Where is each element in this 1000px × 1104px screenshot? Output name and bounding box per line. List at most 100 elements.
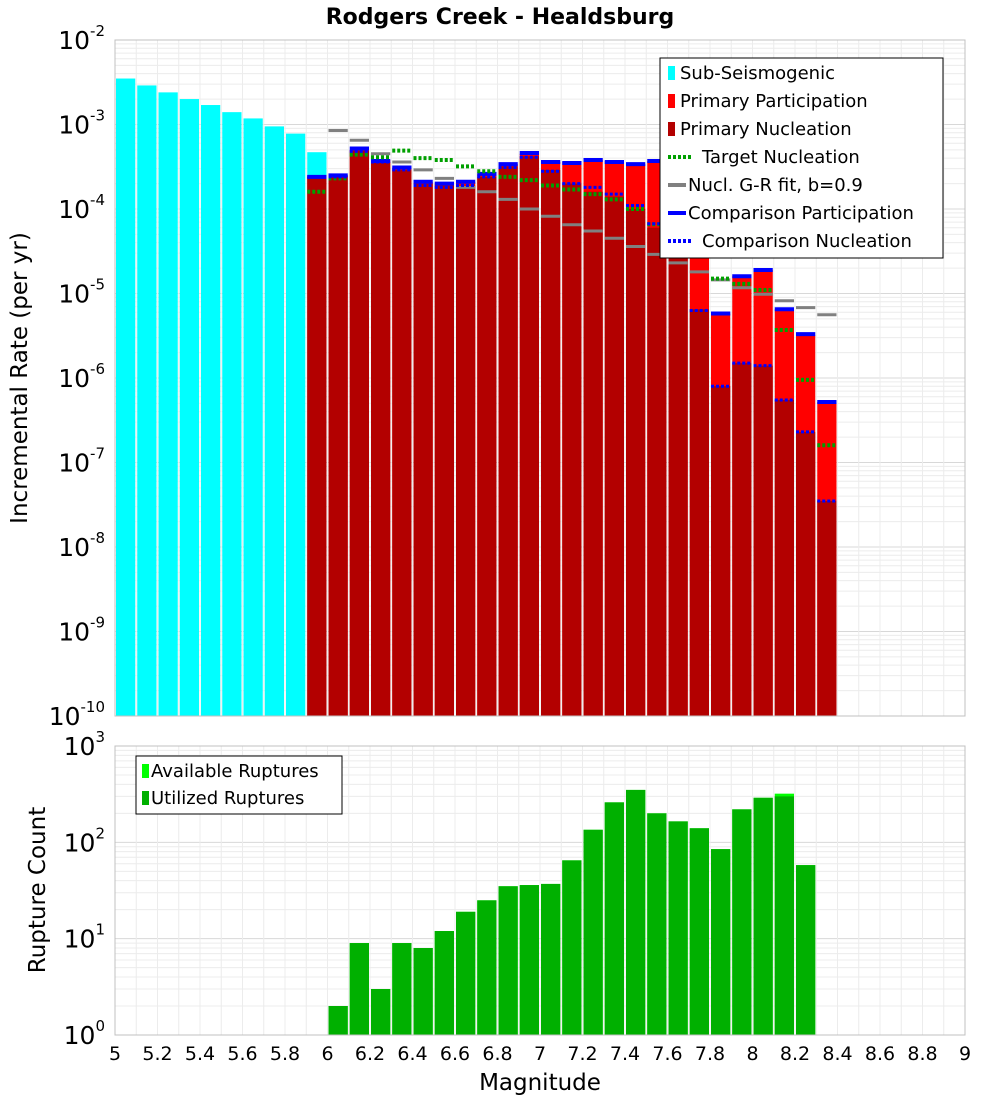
sub-seismogenic-bar bbox=[116, 78, 136, 717]
x-tick-label: 5 bbox=[109, 1043, 121, 1065]
top-y-tick-label: 10-7 bbox=[58, 445, 105, 478]
sub-seismogenic-bar bbox=[222, 112, 242, 717]
sub-seismogenic-bar bbox=[264, 126, 284, 717]
primary-nucleation-bar bbox=[774, 399, 794, 716]
comparison-nucleation-segments bbox=[307, 149, 837, 503]
x-tick-label: 5.2 bbox=[142, 1043, 172, 1065]
primary-nucleation-bar bbox=[392, 169, 412, 716]
bottom-legend-label: Utilized Ruptures bbox=[151, 788, 304, 809]
top-y-tick-label: 10-9 bbox=[58, 614, 105, 647]
primary-nucleation-bar bbox=[583, 191, 603, 717]
primary-nucleation-bar bbox=[371, 161, 391, 716]
gr-fit-segments bbox=[328, 128, 837, 317]
top-legend-label: Primary Participation bbox=[680, 91, 868, 112]
primary-nucleation-bar bbox=[456, 185, 476, 717]
primary-nucleation-bar bbox=[519, 156, 539, 716]
x-tick-label: 6.8 bbox=[482, 1043, 512, 1065]
primary-nucleation-bar bbox=[498, 166, 518, 716]
utilized-rupture-bar bbox=[456, 911, 476, 1035]
top-y-tick-label: 10-5 bbox=[58, 276, 105, 309]
x-tick-label: 8.8 bbox=[907, 1043, 937, 1065]
primary-nucleation-bar bbox=[434, 185, 454, 717]
utilized-rupture-bar bbox=[689, 828, 709, 1035]
primary-nucleation-bar bbox=[796, 431, 816, 716]
utilized-rupture-bar bbox=[647, 813, 667, 1035]
utilized-rupture-bar bbox=[519, 885, 539, 1035]
primary-nucleation-bar bbox=[307, 176, 327, 717]
primary-nucleation-bar bbox=[647, 227, 667, 716]
x-tick-label: 8.2 bbox=[780, 1043, 810, 1065]
utilized-rupture-bar bbox=[477, 900, 497, 1035]
legend-swatch-sub-seismogenic bbox=[668, 66, 675, 80]
utilized-rupture-bar bbox=[774, 796, 794, 1035]
primary-nucleation-bar bbox=[626, 209, 646, 716]
primary-nucleation-bar bbox=[562, 183, 582, 716]
sub-seismogenic-bar bbox=[201, 105, 221, 716]
primary-nucleation-bar bbox=[413, 183, 433, 716]
chart-title: Rodgers Creek - Healdsburg bbox=[326, 5, 675, 30]
legend-swatch-available bbox=[142, 764, 149, 778]
top-legend-label: Comparison Nucleation bbox=[702, 231, 912, 252]
sub-seismogenic-bar bbox=[243, 118, 263, 717]
primary-nucleation-bar bbox=[817, 501, 837, 716]
utilized-rupture-bar bbox=[371, 989, 391, 1035]
utilized-rupture-bar bbox=[562, 860, 582, 1035]
primary-nucleation-bar bbox=[328, 175, 348, 716]
x-tick-label: 5.8 bbox=[270, 1043, 300, 1065]
top-legend-label: Comparison Participation bbox=[688, 203, 914, 224]
utilized-rupture-bar bbox=[583, 829, 603, 1035]
x-tick-label: 5.4 bbox=[185, 1043, 215, 1065]
comparison-participation-segments bbox=[307, 146, 837, 404]
utilized-rupture-bar bbox=[434, 931, 454, 1035]
primary-nucleation-bar bbox=[732, 363, 752, 716]
utilized-rupture-bar bbox=[328, 1006, 348, 1035]
utilized-rupture-bar bbox=[732, 809, 752, 1035]
x-tick-label: 7.6 bbox=[652, 1043, 682, 1065]
primary-nucleation-bar bbox=[604, 196, 624, 717]
utilized-rupture-bar bbox=[498, 886, 518, 1035]
top-legend-label: Nucl. G-R fit, b=0.9 bbox=[688, 175, 863, 196]
top-y-tick-label: 10-2 bbox=[58, 22, 105, 55]
x-tick-label: 6.2 bbox=[355, 1043, 385, 1065]
x-tick-label: 8.6 bbox=[865, 1043, 895, 1065]
sub-seismogenic-bar bbox=[286, 133, 306, 716]
bottom-plot-border bbox=[114, 745, 966, 1036]
x-tick-label: 5.6 bbox=[227, 1043, 257, 1065]
top-legend-box bbox=[659, 57, 944, 259]
primary-nucleation-bar bbox=[711, 386, 731, 716]
primary-nucleation-bar bbox=[349, 150, 369, 716]
x-tick-label: 7.8 bbox=[695, 1043, 725, 1065]
x-tick-label: 6 bbox=[321, 1043, 333, 1065]
x-tick-label: 8 bbox=[746, 1043, 758, 1065]
bottom-legend-box bbox=[135, 755, 343, 815]
x-tick-label: 7 bbox=[534, 1043, 546, 1065]
sub-seismogenic-bar bbox=[158, 92, 178, 717]
utilized-rupture-bar bbox=[392, 943, 412, 1035]
top-y-tick-label: 10-10 bbox=[49, 698, 105, 731]
bottom-y-tick-label: 103 bbox=[64, 728, 105, 761]
y-axis-label-top: Incremental Rate (per yr) bbox=[7, 232, 33, 524]
utilized-rupture-bar bbox=[753, 797, 773, 1035]
utilized-rupture-bar bbox=[413, 948, 433, 1035]
legend-swatch-primary-nucleation bbox=[668, 122, 675, 136]
top-y-tick-label: 10-8 bbox=[58, 529, 105, 562]
legend-swatch-primary-participation bbox=[668, 94, 675, 108]
sub-seismogenic-bar bbox=[137, 85, 157, 716]
primary-nucleation-bar bbox=[753, 365, 773, 716]
top-y-tick-label: 10-4 bbox=[58, 191, 105, 224]
top-plot-border bbox=[114, 39, 966, 717]
x-tick-label: 8.4 bbox=[822, 1043, 852, 1065]
top-legend-label: Primary Nucleation bbox=[680, 119, 852, 140]
top-legend: Sub-Seismogenic Primary Participation Prim… bbox=[659, 57, 944, 259]
utilized-rupture-bar bbox=[604, 802, 624, 1035]
top-legend-label: Sub-Seismogenic bbox=[680, 63, 835, 84]
bottom-legend-label: Available Ruptures bbox=[151, 761, 319, 782]
bottom-y-tick-label: 102 bbox=[64, 824, 105, 857]
bottom-plot: 100 101 102 103 Available Ruptures Utilized R… bbox=[64, 728, 966, 1050]
utilized-rupture-bar bbox=[668, 821, 688, 1035]
utilized-rupture-bars bbox=[328, 789, 816, 1035]
utilized-rupture-bar bbox=[541, 883, 561, 1035]
top-y-tick-label: 10-3 bbox=[58, 107, 105, 140]
primary-nucleation-bar bbox=[668, 250, 688, 716]
